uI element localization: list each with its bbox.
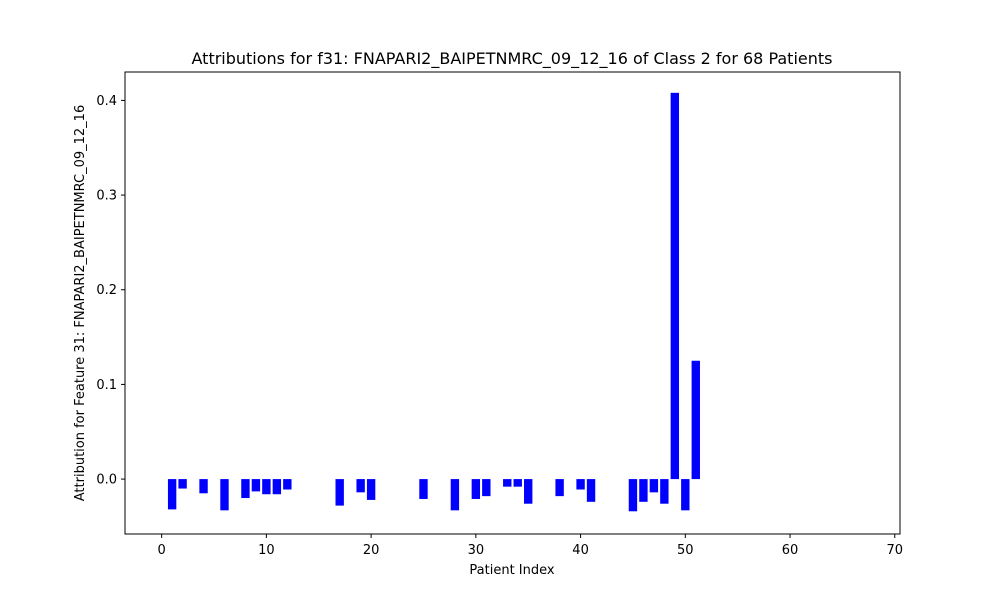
bar-patient-9 [251,479,261,492]
bar-patient-19 [356,479,365,493]
y-tick-label: 0.2 [96,283,117,298]
bar-patient-33 [503,479,512,487]
x-tick-label: 20 [363,543,380,558]
x-tick-label: 70 [886,543,903,558]
bars-group [167,92,700,512]
bar-patient-11 [272,479,282,495]
bar-patient-12 [283,479,292,490]
bar-patient-25 [419,479,428,499]
bar-patient-6 [220,479,229,511]
x-tick-label: 60 [782,543,799,558]
y-tick-label: 0.3 [96,189,117,204]
bar-patient-46 [639,479,648,502]
y-axis-label: Attribution for Feature 31: FNAPARI2_BAI… [73,105,88,501]
x-tick-label: 40 [572,543,589,558]
bar-patient-45 [628,479,638,512]
bar-patient-4 [199,479,208,494]
bar-patient-41 [586,479,596,502]
bar-patient-31 [482,479,491,497]
bar-patient-38 [555,479,564,497]
x-tick-label: 50 [677,543,694,558]
bar-patient-50 [681,479,690,511]
bar-patient-20 [366,479,376,500]
bar-patient-17 [335,479,344,506]
y-tick-label: 0.4 [96,94,117,109]
bar-patient-34 [513,479,522,487]
bar-patient-10 [262,479,271,495]
bar-patient-49 [670,92,680,480]
x-axis-ticks: 0 10 20 30 40 50 60 70 [158,534,903,558]
plot-frame [124,71,901,535]
bar-patient-40 [576,479,585,490]
x-tick-label: 0 [158,543,166,558]
bar-patient-35 [524,479,533,504]
bar-patient-1 [167,479,177,510]
y-tick-label: 0.1 [96,378,117,393]
y-tick-label: 0.0 [96,473,117,488]
bar-patient-8 [241,479,250,499]
x-axis-label: Patient Index [469,563,554,578]
x-tick-label: 30 [468,543,485,558]
bar-patient-28 [450,479,460,511]
bar-patient-30 [471,479,481,499]
bar-patient-48 [660,479,669,504]
bar-patient-51 [691,360,700,480]
y-axis-ticks: 0.0 0.1 0.2 0.3 0.4 [96,94,125,488]
chart-title: Attributions for f31: FNAPARI2_BAIPETNMR… [192,49,833,69]
x-tick-label: 10 [258,543,275,558]
bar-patient-2 [178,479,187,489]
bar-patient-47 [649,479,659,493]
